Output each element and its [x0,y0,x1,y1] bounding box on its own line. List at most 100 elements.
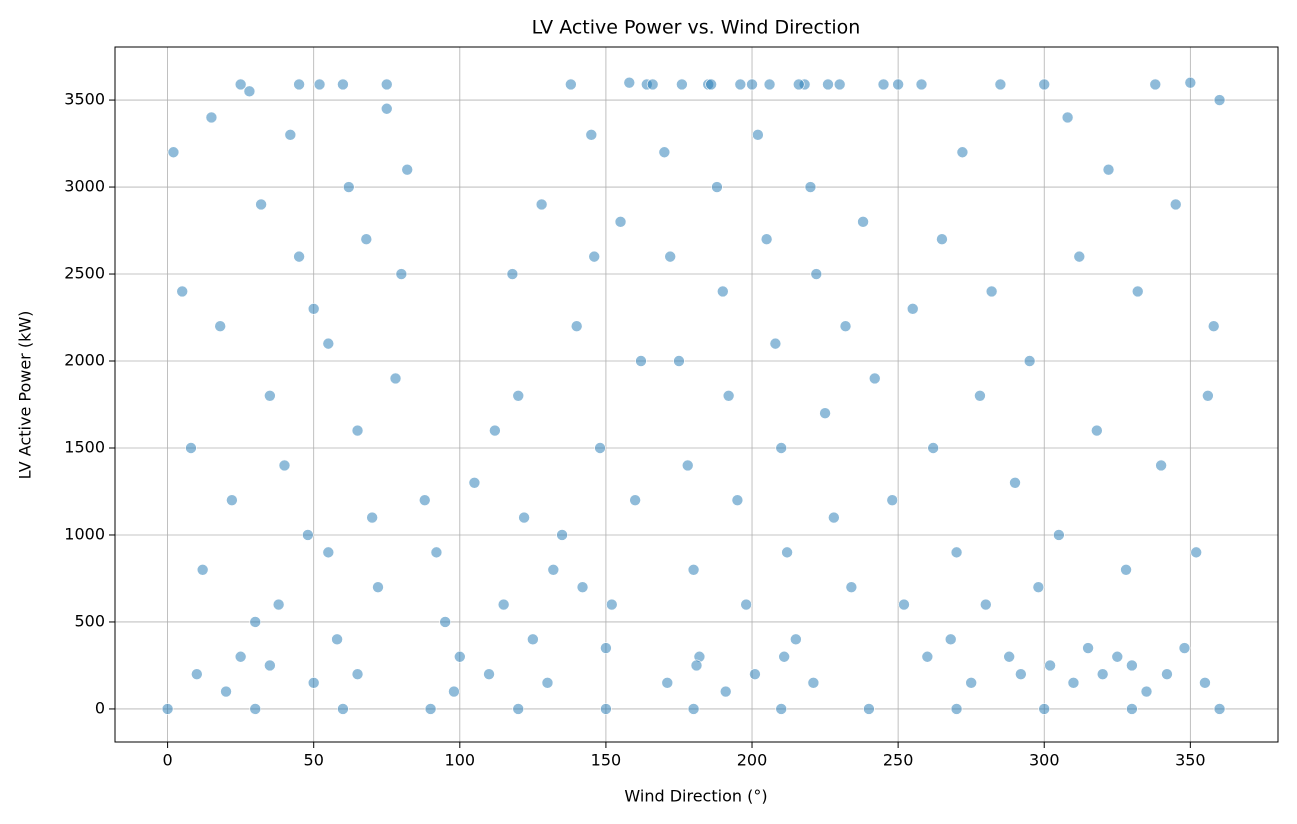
point [877,78,890,91]
point [790,633,802,646]
point [705,78,717,91]
point [497,598,510,611]
point [661,677,674,689]
point [322,546,335,559]
y-tick-label: 1000 [64,524,105,543]
point [822,78,834,91]
point [734,78,747,91]
point [936,233,948,246]
point [892,78,904,91]
plot-frame [114,46,1279,743]
point [673,355,685,367]
point [664,250,677,263]
point [605,598,618,611]
point [1120,563,1132,576]
point [1038,78,1051,91]
point [994,78,1007,91]
point [489,424,501,437]
point [985,285,998,298]
point [716,285,729,298]
point [898,598,910,611]
y-tick-label: 3500 [64,90,105,109]
point [454,650,466,663]
point [389,372,402,385]
point [775,442,788,454]
point [468,476,481,489]
point [1199,677,1211,689]
point [424,703,437,715]
point [1140,685,1153,698]
point [792,78,805,91]
point [234,78,247,91]
point [1131,285,1144,298]
point [690,659,703,672]
y-tick-label: 2000 [64,351,105,370]
point [506,268,519,280]
point [687,703,700,715]
point [176,285,189,298]
point [293,78,305,91]
point [752,129,764,141]
point [307,303,320,315]
point [1126,703,1138,715]
point [676,78,688,91]
point [807,677,820,689]
point [1149,78,1162,91]
point [535,198,548,211]
point [1067,677,1080,689]
point [810,268,823,280]
y-axis-label: LV Active Power (kW) [16,311,35,480]
point [944,633,957,646]
point [1190,546,1202,559]
point [1096,668,1109,680]
point [1032,581,1045,593]
point [746,78,758,91]
point [243,85,256,98]
point [331,633,343,646]
point [430,546,443,559]
grid [115,47,1278,742]
point [1053,529,1065,541]
point [185,442,197,454]
point [839,320,852,333]
point [886,494,899,506]
point [278,459,291,472]
point [775,703,788,715]
point [760,233,773,246]
point [351,424,364,437]
point [1202,390,1214,402]
point [719,685,732,698]
point [1003,650,1015,663]
point [418,494,431,506]
point [1073,250,1086,263]
point [342,181,355,193]
point [264,659,276,672]
point [623,76,636,89]
x-tick-label: 0 [163,751,173,770]
point [819,407,831,420]
point [518,511,530,524]
point [950,703,963,715]
point [833,78,846,91]
point [322,337,335,350]
point [1009,476,1021,489]
x-axis-label: Wind Direction (°) [624,787,767,806]
x-tick-label: 100 [445,751,476,770]
point [921,650,934,663]
point [1061,111,1074,124]
y-tick-label: 2500 [64,264,105,283]
point [1015,668,1027,680]
point [395,268,408,280]
point [646,78,659,91]
point [1111,650,1124,663]
x-tick-label: 350 [1175,751,1206,770]
point [979,598,992,611]
point [313,78,326,91]
points [161,76,1226,715]
point [974,390,986,402]
point [1155,459,1167,472]
y-tick-label: 0 [95,698,105,717]
point [249,616,262,628]
point [857,216,869,228]
point [512,703,525,715]
